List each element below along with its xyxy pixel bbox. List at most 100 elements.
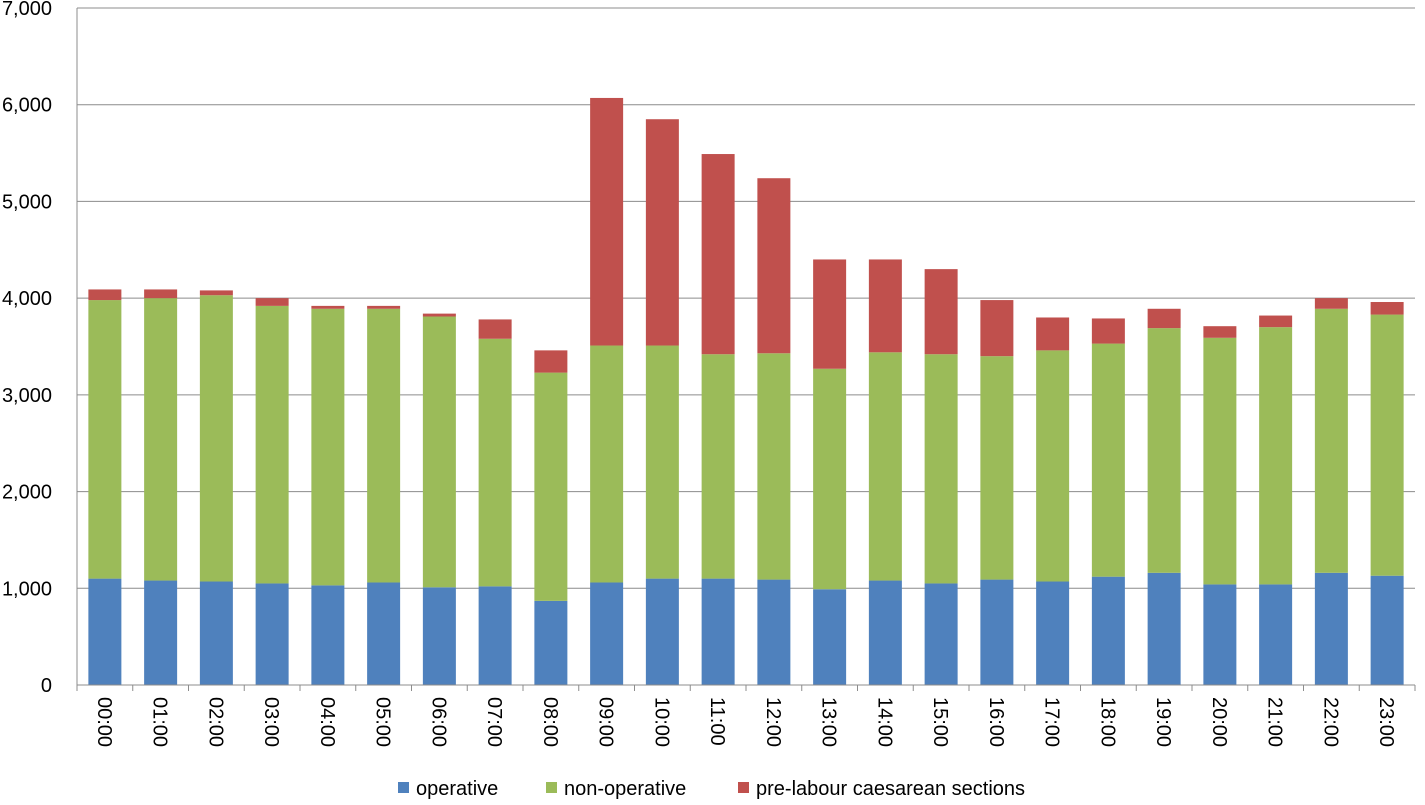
bar-non-operative-1600 <box>980 356 1014 580</box>
y-tick-label: 7,000 <box>2 0 52 20</box>
bar-non-operative-2000 <box>1203 337 1237 585</box>
bar-non-operative-0800 <box>534 372 568 601</box>
bar-non-operative-0700 <box>478 338 512 587</box>
bar-operative-1800 <box>1091 576 1125 685</box>
bar-non-operative-0300 <box>255 305 289 584</box>
bar-non-operative-1800 <box>1091 343 1125 577</box>
x-tick-label: 05:00 <box>372 697 394 747</box>
bar-non-operative-0400 <box>311 308 345 586</box>
legend-label: pre-labour caesarean sections <box>756 778 1025 800</box>
bar-pre-labour-caesarean-sections-0400 <box>311 305 345 309</box>
bar-non-operative-0600 <box>422 316 456 588</box>
bar-operative-0300 <box>255 583 289 685</box>
x-tick-label: 19:00 <box>1152 697 1174 747</box>
bar-pre-labour-caesarean-sections-1300 <box>813 259 847 369</box>
x-tick-label: 08:00 <box>539 697 561 747</box>
bar-pre-labour-caesarean-sections-0500 <box>367 305 401 309</box>
x-tick-label: 23:00 <box>1375 697 1397 747</box>
bar-pre-labour-caesarean-sections-1200 <box>757 178 791 354</box>
bar-non-operative-0900 <box>590 345 624 583</box>
x-tick-label: 14:00 <box>873 697 895 747</box>
bar-pre-labour-caesarean-sections-0600 <box>422 313 456 317</box>
bar-non-operative-0200 <box>199 295 233 582</box>
bar-pre-labour-caesarean-sections-0800 <box>534 350 568 373</box>
y-tick-label: 0 <box>41 675 52 697</box>
x-tick-label: 22:00 <box>1319 697 1341 747</box>
bar-operative-0200 <box>199 581 233 685</box>
legend-swatch <box>738 782 749 793</box>
bar-operative-1100 <box>701 578 735 685</box>
legend-label: non-operative <box>564 778 686 800</box>
bar-operative-0500 <box>367 582 401 685</box>
bar-operative-1000 <box>645 578 679 685</box>
bar-operative-1300 <box>813 589 847 685</box>
bar-non-operative-1200 <box>757 353 791 580</box>
bar-pre-labour-caesarean-sections-2000 <box>1203 326 1237 338</box>
bars <box>88 97 1404 685</box>
bar-non-operative-2300 <box>1370 314 1404 576</box>
bar-pre-labour-caesarean-sections-0900 <box>590 97 624 346</box>
bar-operative-0000 <box>88 578 122 685</box>
x-tick-label: 00:00 <box>93 697 115 747</box>
bar-operative-2300 <box>1370 575 1404 685</box>
bar-operative-2000 <box>1203 584 1237 685</box>
bar-non-operative-1100 <box>701 354 735 579</box>
bar-non-operative-0000 <box>88 300 122 579</box>
legend-label: operative <box>416 778 498 800</box>
x-tick-label: 17:00 <box>1041 697 1063 747</box>
y-tick-label: 5,000 <box>2 191 52 213</box>
y-tick-label: 6,000 <box>2 95 52 117</box>
bar-non-operative-0100 <box>144 298 178 581</box>
bar-pre-labour-caesarean-sections-1500 <box>924 269 958 355</box>
bar-operative-0600 <box>422 587 456 685</box>
bar-pre-labour-caesarean-sections-0200 <box>199 290 233 296</box>
bar-operative-1700 <box>1036 581 1070 685</box>
x-tick-label: 18:00 <box>1096 697 1118 747</box>
bar-non-operative-2100 <box>1259 327 1293 585</box>
bar-non-operative-1700 <box>1036 350 1070 582</box>
bar-pre-labour-caesarean-sections-2100 <box>1259 315 1293 328</box>
legend-swatch <box>546 782 557 793</box>
x-axis-ticks: 00:00 01:00 02:00 03:00 04:00 05:00 06:00 07:00… <box>93 697 1397 747</box>
legend-swatch <box>398 782 409 793</box>
bar-operative-0700 <box>478 586 512 685</box>
bar-pre-labour-caesarean-sections-0700 <box>478 319 512 339</box>
bar-non-operative-2200 <box>1314 308 1348 573</box>
x-tick-label: 10:00 <box>650 697 672 747</box>
x-tick-label: 03:00 <box>260 697 282 747</box>
x-tick-label: 20:00 <box>1208 697 1230 747</box>
legend: operative non-operative pre-labour caesare… <box>398 778 1025 800</box>
x-tick-label: 07:00 <box>483 697 505 747</box>
bar-operative-1900 <box>1147 572 1181 685</box>
bar-pre-labour-caesarean-sections-1900 <box>1147 308 1181 329</box>
bar-pre-labour-caesarean-sections-1000 <box>645 119 679 346</box>
x-tick-label: 11:00 <box>706 697 728 746</box>
y-tick-label: 2,000 <box>2 482 52 504</box>
x-tick-label: 21:00 <box>1264 697 1286 747</box>
bar-pre-labour-caesarean-sections-1100 <box>701 154 735 355</box>
axes <box>76 8 1416 691</box>
bar-non-operative-1300 <box>813 368 847 590</box>
bar-operative-1400 <box>868 580 902 685</box>
bar-non-operative-1000 <box>645 345 679 579</box>
bar-operative-2100 <box>1259 584 1293 685</box>
bar-pre-labour-caesarean-sections-1600 <box>980 300 1014 357</box>
gridlines <box>77 7 1415 589</box>
x-tick-label: 02:00 <box>204 697 226 747</box>
bar-operative-0800 <box>534 600 568 685</box>
x-tick-label: 16:00 <box>985 697 1007 747</box>
bar-operative-1200 <box>757 579 791 685</box>
bar-operative-2200 <box>1314 572 1348 685</box>
bar-non-operative-1500 <box>924 354 958 584</box>
bar-operative-0100 <box>144 580 178 685</box>
x-tick-label: 09:00 <box>595 697 617 747</box>
bar-pre-labour-caesarean-sections-0100 <box>144 289 178 299</box>
bar-pre-labour-caesarean-sections-1800 <box>1091 318 1125 344</box>
bar-pre-labour-caesarean-sections-2300 <box>1370 302 1404 315</box>
y-tick-label: 1,000 <box>2 578 52 600</box>
bar-pre-labour-caesarean-sections-0000 <box>88 289 122 301</box>
x-tick-label: 01:00 <box>149 697 171 747</box>
bar-operative-1600 <box>980 579 1014 685</box>
